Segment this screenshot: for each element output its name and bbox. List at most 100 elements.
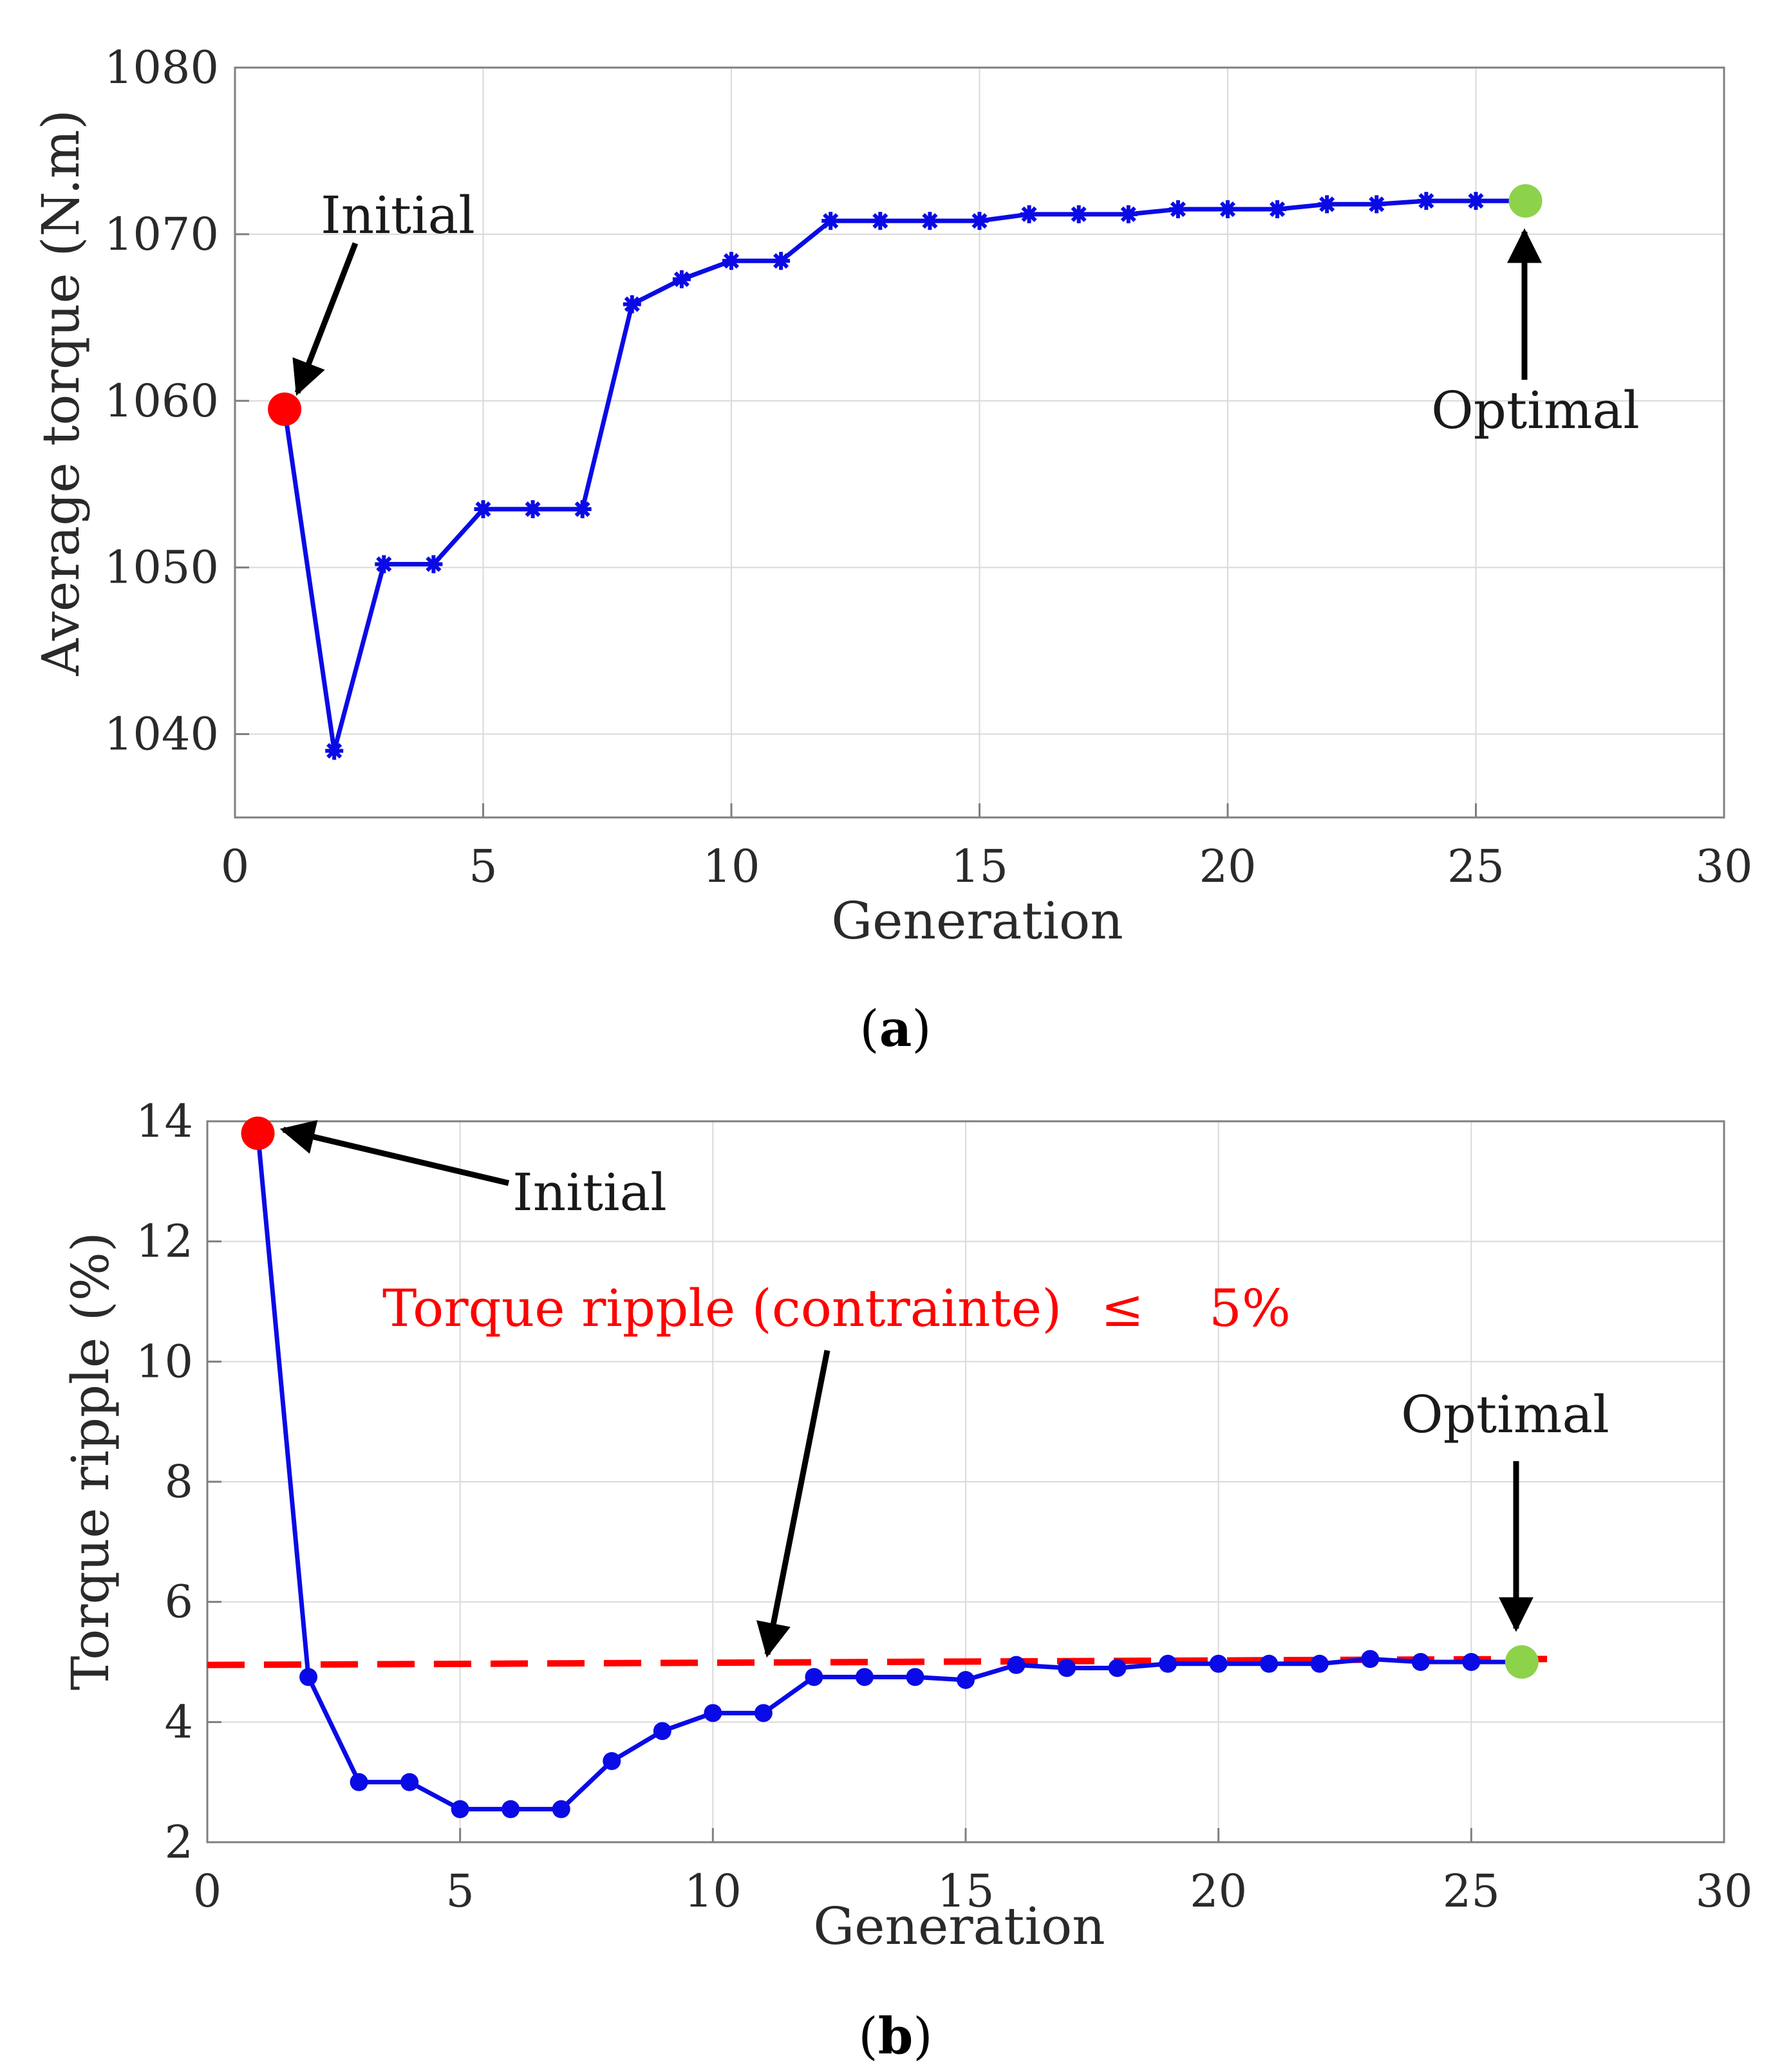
chart-b-y-tick-label: 14 <box>136 1095 193 1148</box>
chart-b-series-line <box>256 1133 1522 1812</box>
chart-a-x-ticks: 0 5 10 15 20 25 30 <box>221 803 1753 893</box>
chart-b-y-tick-label: 2 <box>164 1816 193 1869</box>
chart-a-data-point <box>722 252 740 270</box>
chart-a-x-tick-label: 25 <box>1447 840 1505 893</box>
chart-b-x-tick-label: 20 <box>1190 1865 1247 1918</box>
chart-b-data-point <box>704 1704 722 1722</box>
chart-b-data-point <box>1108 1659 1127 1677</box>
chart-b-data-point <box>552 1800 570 1818</box>
chart-a-y-tick-label: 1050 <box>104 541 219 594</box>
chart-a-y-tick-label: 1040 <box>104 708 219 761</box>
chart-a-panel-label: a <box>879 1000 912 1058</box>
chart-a-x-axis-label: Generation <box>831 891 1123 951</box>
chart-a-caption: (a) <box>859 1000 931 1058</box>
chart-b-y-axis-label: Torque ripple (%) <box>61 1232 120 1690</box>
chart-a-initial-arrow <box>292 242 359 397</box>
chart-a-data-point <box>772 252 791 270</box>
chart-b-x-tick-label: 5 <box>445 1865 474 1918</box>
chart-b-constraint-label: Torque ripple (contrainte) <box>382 1278 1062 1338</box>
chart-b-initial-annotation: Initial <box>512 1162 667 1222</box>
chart-b-y-ticks: 2 4 6 8 10 12 14 <box>136 1095 221 1869</box>
chart-b-x-axis-label: Generation <box>813 1896 1105 1956</box>
chart-a-y-tick-label: 1060 <box>104 375 219 427</box>
chart-a-initial-point <box>268 392 302 426</box>
chart-a-data-point <box>1069 205 1088 223</box>
chart-b-x-tick-label: 10 <box>684 1865 742 1918</box>
chart-b-data-point <box>1209 1654 1228 1673</box>
chart-b-data-point <box>754 1704 773 1722</box>
chart-b-series <box>241 1116 1539 1818</box>
chart-b-y-tick-label: 6 <box>164 1576 193 1629</box>
chart-a-data-point <box>1467 192 1485 210</box>
chart-b-constraint-arrow <box>756 1350 830 1658</box>
chart-b-x-tick-label: 25 <box>1443 1865 1500 1918</box>
chart-a-data-point <box>672 270 691 288</box>
chart-a-caption-open: ( <box>859 1000 879 1058</box>
chart-b-data-point <box>1310 1654 1329 1673</box>
chart-b-data-point <box>1058 1659 1076 1677</box>
chart-a: 0 5 10 15 20 25 30 1040 1050 1060 1070 1080 Genera… <box>31 41 1753 1058</box>
chart-b-constraint-operator: ≤ <box>1101 1278 1144 1338</box>
chart-b-data-point <box>957 1671 975 1689</box>
chart-a-data-point <box>1119 205 1138 223</box>
chart-a-y-tick-label: 1080 <box>104 41 219 94</box>
chart-b-constraint-annotation: Torque ripple (contrainte) ≤5% <box>382 1278 1291 1338</box>
chart-a-optimal-annotation: Optimal <box>1431 380 1640 440</box>
chart-a-data-point <box>325 742 344 760</box>
chart-b-x-tick-label: 30 <box>1695 1865 1752 1918</box>
chart-a-grid <box>234 67 1725 817</box>
chart-a-data-point <box>375 555 393 574</box>
chart-a-x-tick-label: 15 <box>951 840 1008 893</box>
chart-a-data-point <box>821 212 840 230</box>
chart-a-data-point <box>1268 200 1287 219</box>
chart-a-data-point <box>474 500 492 519</box>
chart-a-series <box>268 184 1543 760</box>
chart-b-optimal-point <box>1505 1645 1539 1679</box>
chart-b-data-point <box>299 1668 318 1686</box>
chart-b-caption: (b) <box>858 2007 932 2066</box>
chart-a-data-point <box>1417 192 1436 210</box>
chart-a-data-point <box>623 295 641 313</box>
chart-a-optimal-point <box>1508 184 1543 218</box>
chart-b-data-point <box>1007 1656 1026 1674</box>
chart-b-data-point <box>400 1773 419 1791</box>
chart-b-data-point <box>603 1752 621 1770</box>
chart-b-x-tick-label: 0 <box>193 1865 222 1918</box>
chart-b-x-tick-label: 15 <box>937 1865 994 1918</box>
chart-b-data-point <box>1462 1653 1481 1671</box>
chart-a-caption-close: ) <box>912 1000 931 1058</box>
chart-b-optimal-annotation: Optimal <box>1401 1385 1609 1444</box>
chart-a-data-point <box>970 212 989 230</box>
chart-b-constraint-value: 5% <box>1209 1278 1291 1338</box>
chart-b-caption-open: ( <box>858 2008 877 2066</box>
chart-a-data-point <box>871 212 890 230</box>
chart-a-y-tick-label: 1070 <box>104 208 219 261</box>
chart-b-data-point <box>855 1668 874 1686</box>
chart-a-data-point <box>1020 205 1038 223</box>
chart-b-y-tick-label: 10 <box>136 1335 193 1388</box>
chart-b-data-point <box>1260 1654 1279 1673</box>
chart-b-data-point <box>1159 1654 1177 1673</box>
chart-b-grid <box>207 1121 1725 1843</box>
chart-b-data-point <box>1411 1653 1430 1671</box>
chart-a-data-point <box>523 500 542 519</box>
chart-b-data-point <box>653 1722 671 1741</box>
chart-a-x-tick-label: 0 <box>221 840 250 893</box>
chart-a-x-tick-label: 30 <box>1695 840 1752 893</box>
chart-b-data-point <box>350 1773 368 1791</box>
chart-b-data-point <box>1361 1650 1380 1668</box>
chart-a-y-ticks: 1040 1050 1060 1070 1080 <box>104 41 249 761</box>
chart-a-x-tick-label: 20 <box>1199 840 1256 893</box>
chart-b-data-point <box>805 1668 823 1686</box>
chart-b-initial-point <box>241 1116 275 1150</box>
chart-a-series-line <box>282 198 1526 753</box>
chart-b-data-point <box>451 1800 469 1818</box>
chart-b-panel-label: b <box>878 2007 914 2066</box>
chart-a-data-point <box>573 500 592 519</box>
chart-b-y-tick-label: 8 <box>164 1455 193 1508</box>
chart-b-data-point <box>502 1800 520 1818</box>
chart-b-data-point <box>906 1668 924 1686</box>
chart-a-initial-annotation: Initial <box>321 185 475 245</box>
chart-a-y-axis-label: Average torque (N.m) <box>31 109 91 677</box>
